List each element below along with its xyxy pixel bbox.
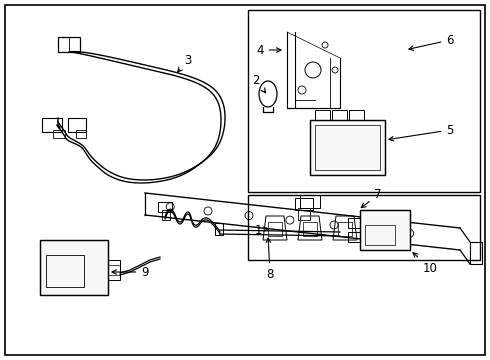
Bar (373, 222, 387, 236)
Bar (158, 202, 172, 212)
Bar (46, 255, 84, 287)
Bar (348, 232, 360, 242)
Bar (248, 195, 480, 260)
Bar (58, 37, 80, 52)
Bar (295, 198, 313, 210)
Bar (298, 208, 310, 220)
Text: 9: 9 (112, 266, 149, 279)
Bar (248, 10, 480, 192)
Text: 3: 3 (178, 54, 192, 72)
Text: 10: 10 (413, 253, 438, 274)
Bar (315, 125, 380, 170)
Text: 2: 2 (252, 73, 266, 93)
Bar (40, 240, 108, 295)
Bar (360, 210, 410, 250)
Bar (470, 242, 482, 264)
Bar (53, 130, 65, 138)
Bar (42, 118, 62, 132)
Bar (40, 240, 108, 295)
Bar (365, 225, 395, 245)
Bar (108, 260, 120, 280)
Bar (360, 210, 410, 250)
Text: 7: 7 (361, 189, 382, 208)
Text: 1: 1 (254, 224, 268, 237)
Bar (162, 210, 170, 220)
Bar (268, 222, 282, 236)
Text: 5: 5 (389, 123, 454, 141)
Bar (76, 130, 86, 138)
Bar (332, 110, 347, 120)
Text: 8: 8 (266, 238, 274, 282)
Text: 6: 6 (409, 33, 454, 50)
Bar (68, 118, 86, 132)
Text: 4: 4 (256, 44, 281, 57)
Bar (303, 222, 317, 236)
Bar (348, 218, 360, 228)
Bar (310, 120, 385, 175)
Bar (315, 110, 330, 120)
Bar (349, 110, 364, 120)
Bar (338, 222, 352, 236)
Bar (300, 195, 320, 208)
Bar (310, 120, 385, 175)
Bar (215, 223, 223, 235)
